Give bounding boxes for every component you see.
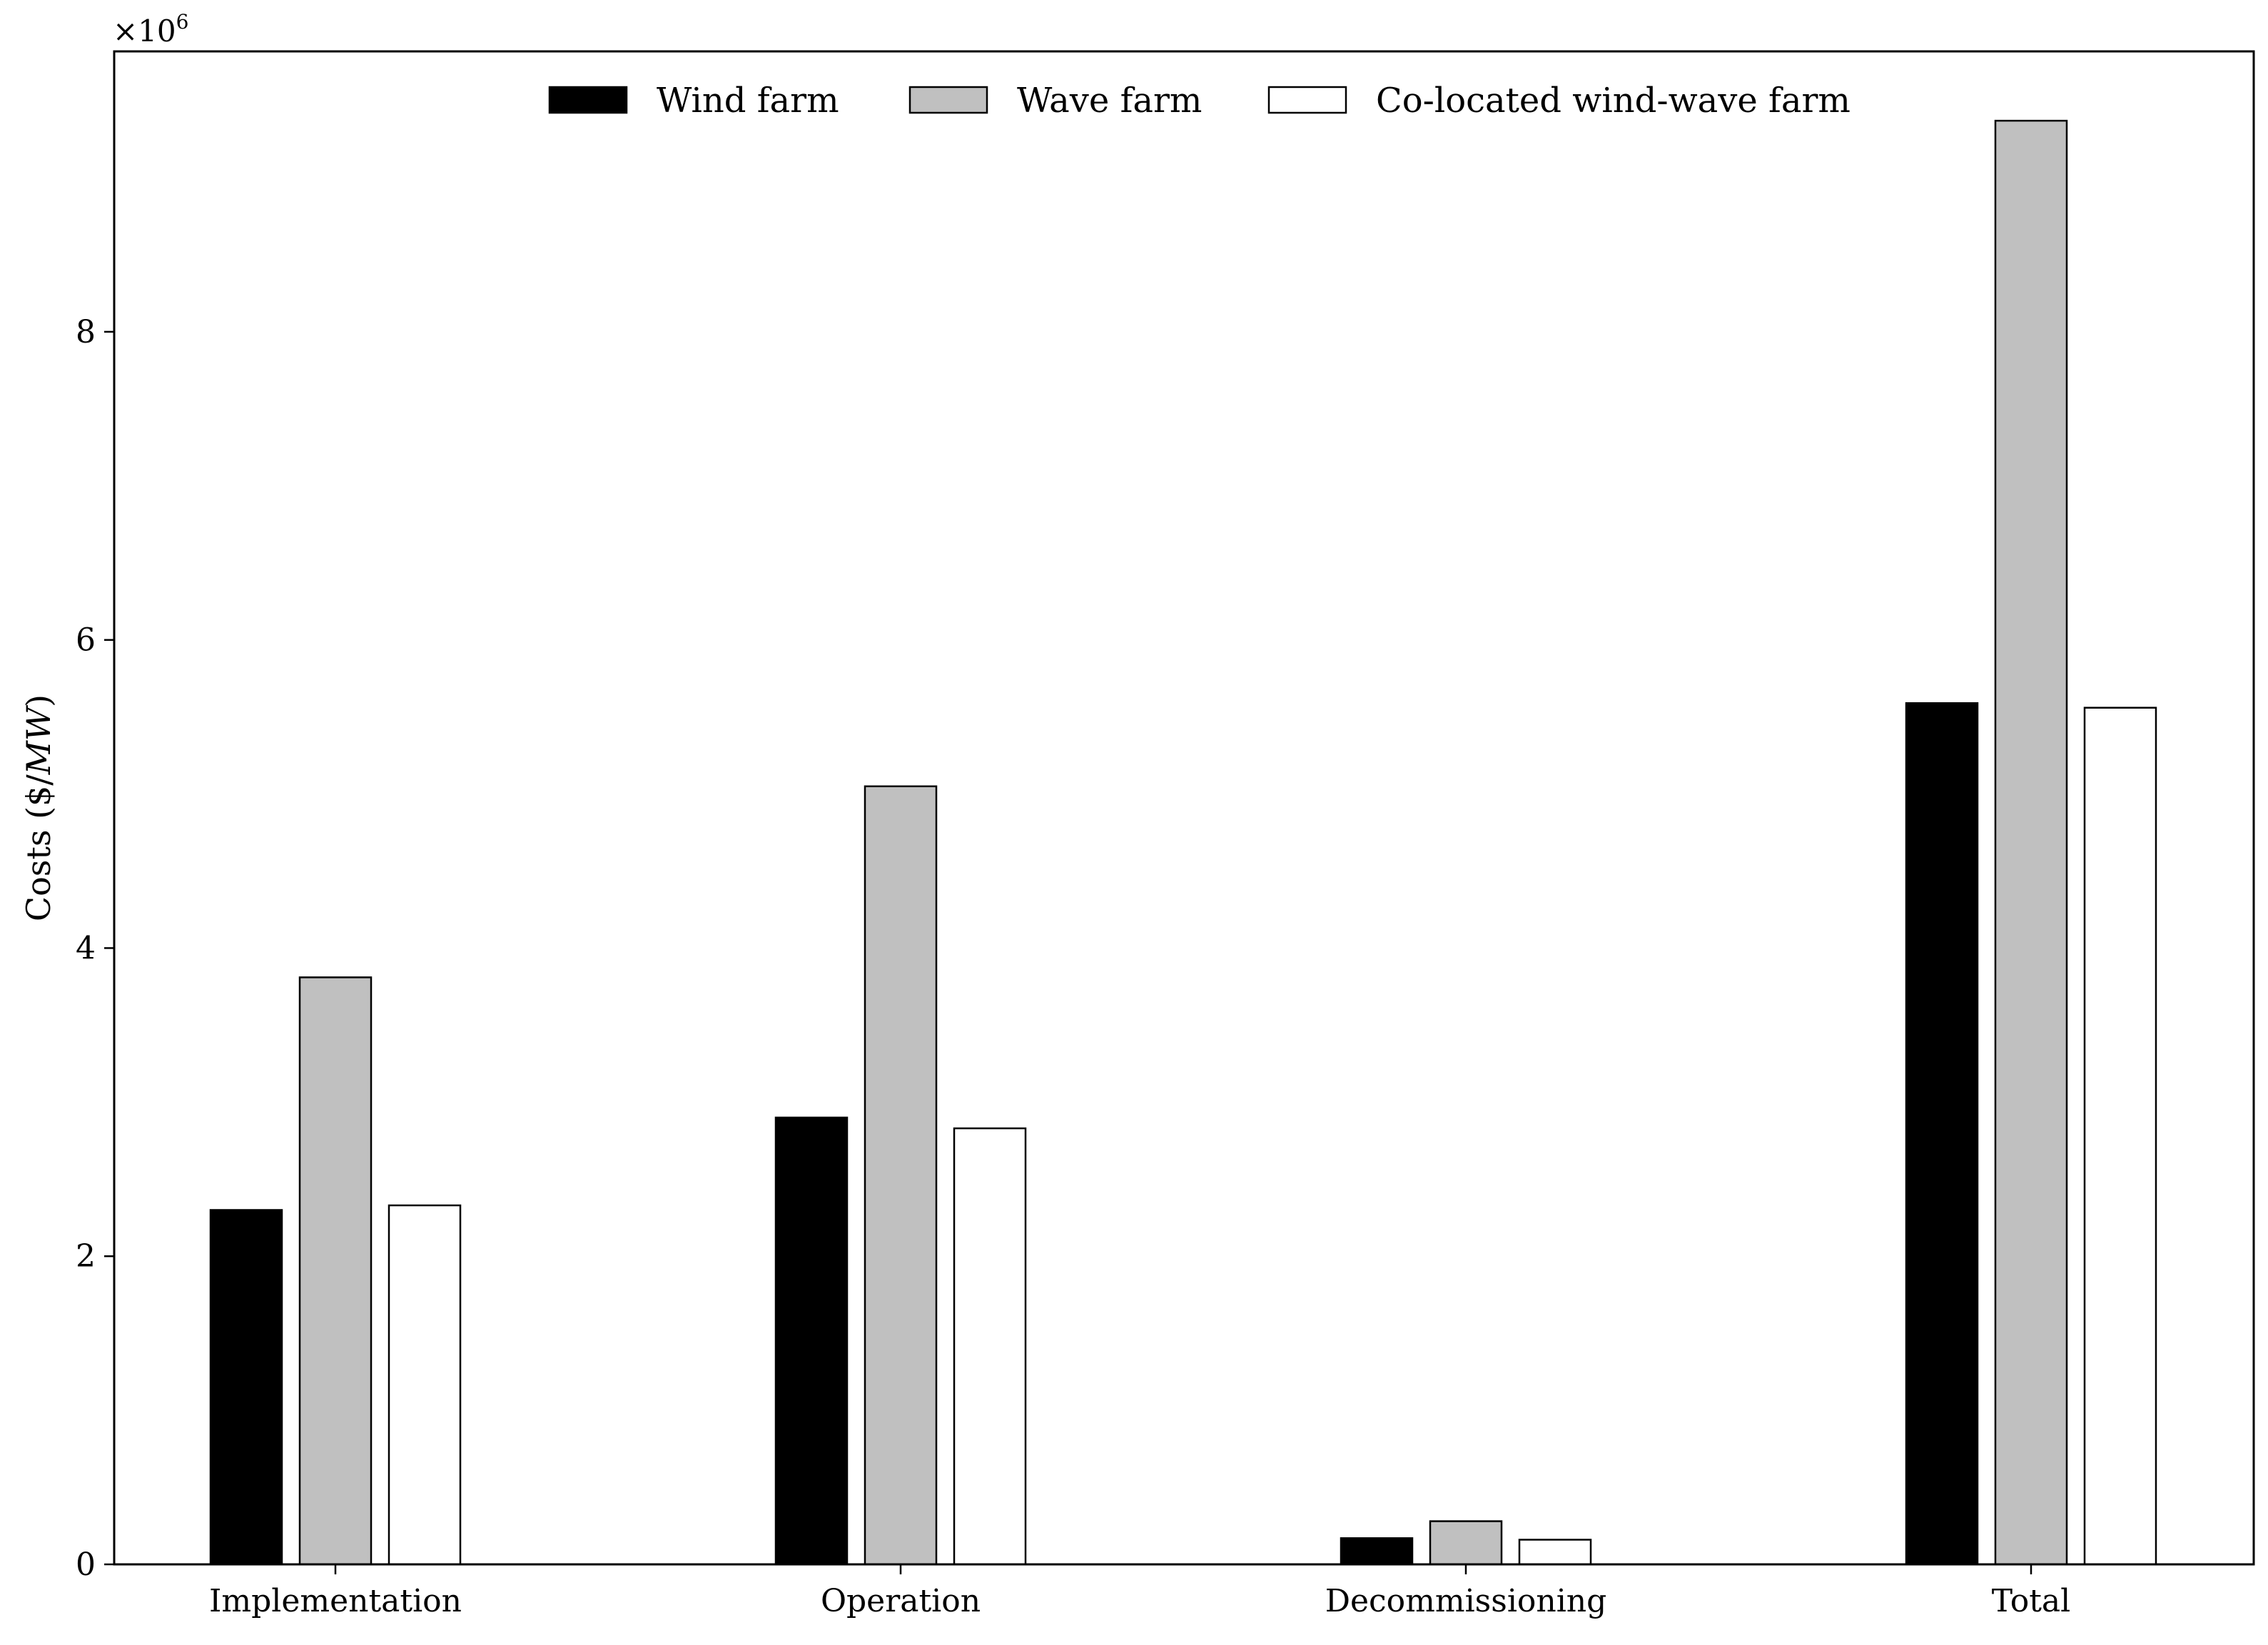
bar-wind-farm-operation (774, 1116, 849, 1566)
y-axis-title: Costs ($/MW) (19, 694, 58, 921)
x-tick-label-implementation: Implementation (209, 1583, 462, 1619)
legend-swatch-co-located-wind-wave-farm (1267, 86, 1347, 114)
bars-layer (209, 119, 2157, 1566)
y-axis-title-unit: MW (19, 704, 58, 775)
x-axis: Implementation Operation Decommissioning To… (209, 1564, 2070, 1619)
y-axis-title-text: Costs ($/ (19, 774, 58, 921)
bar-co-located-wind-wave-farm-decommissioning (1518, 1539, 1592, 1566)
bar-co-located-wind-wave-farm-operation (953, 1127, 1027, 1566)
bar-wave-farm-operation (864, 785, 938, 1566)
legend-label-wave-farm: Wave farm (1017, 81, 1202, 121)
bar-co-located-wind-wave-farm-total (2083, 707, 2157, 1566)
legend-label-wind-farm: Wind farm (657, 81, 839, 121)
legend-swatch-wind-farm (548, 86, 628, 114)
x-tick-label-total: Total (1992, 1583, 2070, 1619)
y-tick-label: 0 (76, 1547, 96, 1583)
x-tick-label-decommissioning: Decommissioning (1325, 1583, 1607, 1619)
plot-frame (113, 50, 2255, 1566)
y-axis-scale-label: ×106 (113, 10, 188, 49)
x-tick-label-operation: Operation (821, 1583, 981, 1619)
legend-label-co-located-wind-wave-farm: Co-located wind-wave farm (1376, 81, 1851, 121)
bar-wind-farm-total (1905, 702, 1979, 1566)
legend: Wind farm Wave farm Co-located wind-wave f… (548, 81, 1851, 121)
y-tick-label: 2 (76, 1238, 96, 1275)
y-tick-label: 8 (76, 314, 96, 350)
legend-swatch-wave-farm (908, 86, 988, 114)
bar-wind-farm-decommissioning (1340, 1537, 1414, 1566)
y-tick-label: 4 (76, 930, 96, 966)
bar-wind-farm-implementation (209, 1209, 283, 1566)
bar-co-located-wind-wave-farm-implementation (388, 1204, 462, 1566)
bar-wave-farm-total (1994, 119, 2068, 1566)
y-axis: 0 2 4 6 8 (76, 314, 114, 1583)
y-axis-title-close: ) (19, 694, 58, 707)
y-scale-exponent: 6 (176, 10, 189, 34)
y-scale-prefix: ×10 (113, 14, 176, 49)
bar-wave-farm-decommissioning (1429, 1520, 1503, 1566)
y-tick-label: 6 (76, 622, 96, 659)
bar-wave-farm-implementation (298, 976, 373, 1566)
